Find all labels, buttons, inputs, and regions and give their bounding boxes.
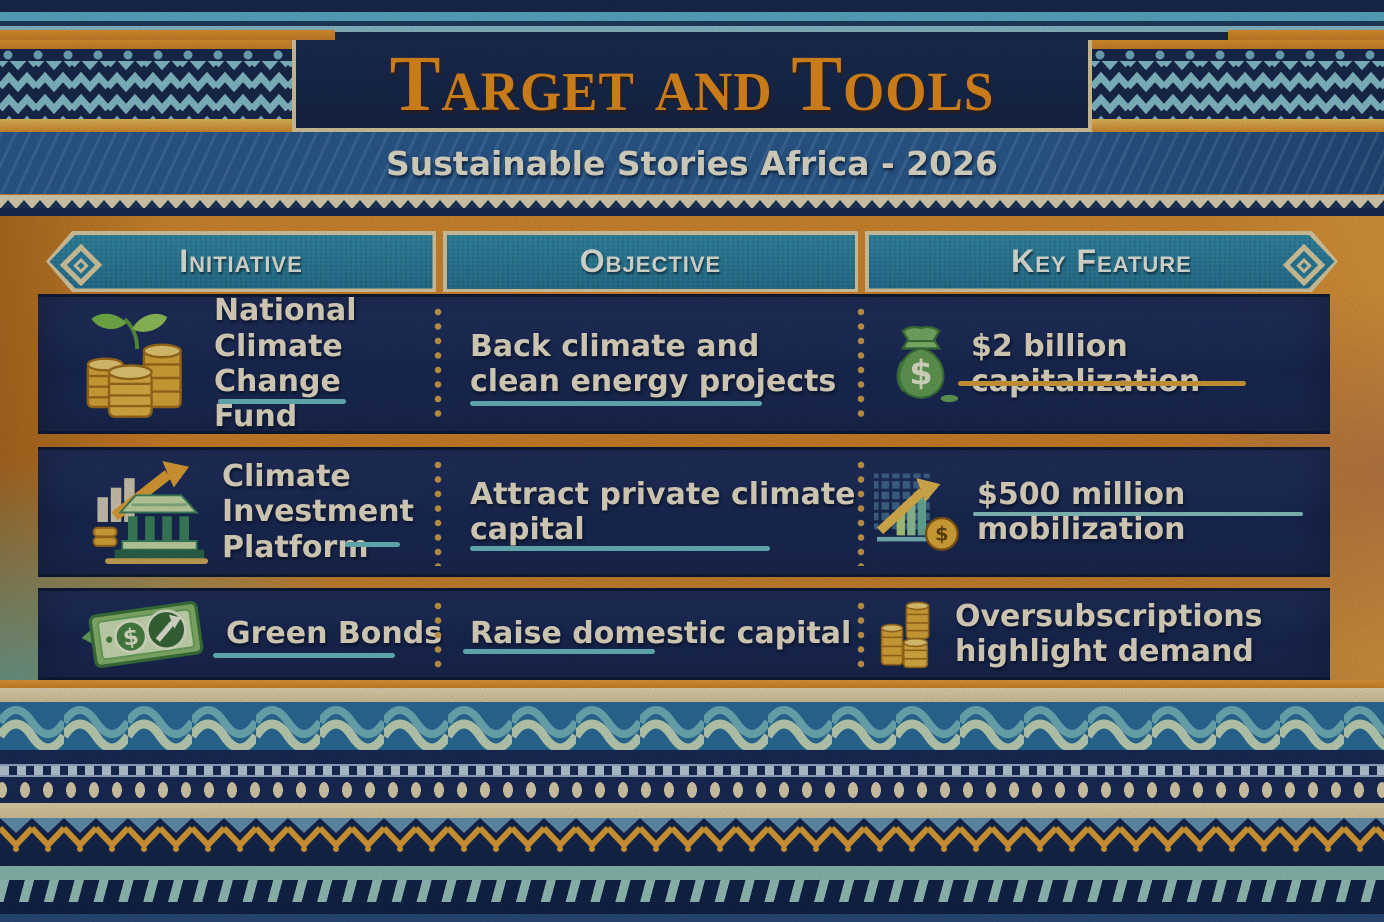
header-cell-initiative: Initiative — [46, 231, 436, 292]
bottom-band — [0, 902, 1384, 922]
cream-divider — [0, 688, 1384, 702]
poster-subtitle: Sustainable Stories Africa - 2026 — [386, 143, 998, 183]
triangle-zigzag-pattern — [0, 818, 1384, 852]
wave-pattern — [0, 702, 1384, 750]
accent-line — [973, 512, 1303, 516]
coins-sprout-icon — [86, 313, 182, 418]
subtitle-band: Sustainable Stories Africa - 2026 — [0, 132, 1384, 194]
objective-text: Back climate and clean energy projects — [470, 328, 837, 399]
cream-divider — [0, 803, 1384, 818]
table-row: $ Green Bonds Raise domestic capital — [38, 588, 1330, 680]
feature-text: Oversubscriptions highlight demand — [955, 598, 1263, 669]
navy-band — [0, 852, 1384, 866]
objective-text: Raise domestic capital — [470, 616, 852, 652]
table-body: National Climate Change Fund Back climat… — [38, 293, 1330, 680]
dotted-divider — [857, 305, 865, 423]
feature-text: $2 billion capitalization — [971, 328, 1200, 399]
table-row: Climate Investment Platform Attract priv… — [38, 447, 1330, 577]
table-row: National Climate Change Fund Back climat… — [38, 293, 1330, 434]
accent-line — [958, 381, 1246, 386]
svg-text:$: $ — [909, 354, 932, 393]
dots-pattern — [0, 777, 1384, 803]
accent-line — [218, 399, 346, 404]
bank-growth-icon — [92, 460, 209, 564]
header-cell-objective: Objective — [443, 231, 858, 292]
accent-line — [470, 401, 762, 406]
coin-stacks-icon — [880, 601, 930, 669]
objective-cell: Back climate and clean energy projects — [446, 297, 881, 431]
top-orange-bar-left — [0, 30, 335, 40]
objective-cell: Attract private climate capital — [446, 450, 881, 574]
navy-band — [0, 750, 1384, 764]
title-box: Target and Tools — [292, 40, 1092, 132]
teal-band — [0, 866, 1384, 880]
diamond-ornament-icon — [1282, 243, 1324, 285]
accent-line — [213, 653, 395, 658]
dotted-divider — [857, 599, 865, 669]
orange-divider — [0, 680, 1384, 688]
chevron-pattern — [0, 49, 292, 119]
poster-title: Target and Tools — [389, 40, 995, 128]
initiative-cell: $ Green Bonds — [38, 591, 474, 677]
column-header-label: Objective — [579, 243, 722, 279]
accent-line — [345, 542, 400, 547]
chevron-pattern — [1092, 49, 1384, 119]
banknote-icon: $ — [81, 601, 204, 668]
accent-line — [463, 649, 655, 654]
dotted-divider — [434, 599, 442, 669]
slash-pattern — [0, 880, 1384, 902]
title-side-pattern-right — [1092, 40, 1384, 132]
objective-cell: Raise domestic capital — [446, 591, 881, 677]
feature-cell: Oversubscriptions highlight demand — [865, 591, 1344, 677]
feature-cell: $ $2 billion capitalization — [865, 297, 1346, 431]
column-header-label: Key Feature — [1011, 243, 1192, 279]
header-cell-key-feature: Key Feature — [865, 231, 1338, 292]
navy-divider — [0, 208, 1384, 216]
dotted-divider — [434, 305, 442, 423]
diamond-ornament-icon — [59, 243, 102, 286]
objective-text: Attract private climate capital — [470, 476, 856, 547]
initiative-text: Green Bonds — [226, 616, 443, 652]
top-orange-bar-right — [1228, 30, 1384, 40]
table-header: Initiative Objective Key Feature — [46, 231, 1338, 292]
column-header-label: Initiative — [179, 243, 303, 279]
initiative-cell: Climate Investment Platform — [38, 450, 482, 574]
initiative-cell: National Climate Change Fund — [38, 293, 478, 434]
sawtooth-divider — [0, 194, 1384, 209]
dotted-divider — [857, 458, 865, 566]
title-side-pattern-left — [0, 40, 292, 132]
dash-pattern — [0, 764, 1384, 777]
initiative-text: Climate Investment Platform — [222, 458, 414, 565]
top-border-pattern — [0, 0, 1384, 40]
chart-growth-icon: $ — [874, 473, 959, 551]
dotted-divider — [434, 458, 442, 566]
svg-text:$: $ — [935, 523, 949, 546]
money-bag-icon: $ — [896, 325, 959, 403]
accent-line — [470, 546, 770, 551]
